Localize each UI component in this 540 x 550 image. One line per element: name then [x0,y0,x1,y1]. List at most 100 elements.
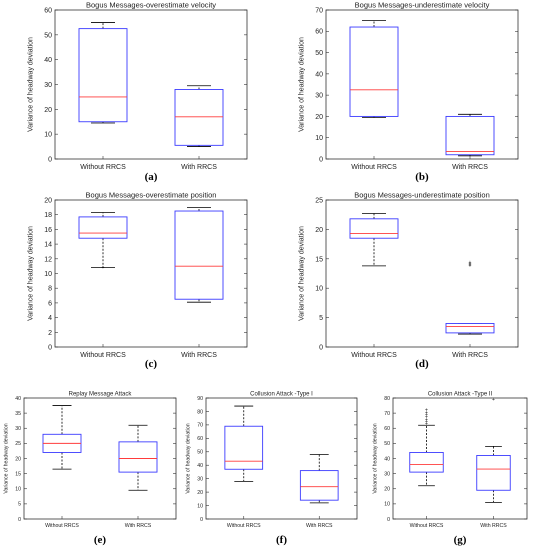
x-tick-label: With RRCS [125,523,152,529]
plot-frame [325,199,519,348]
y-tick-label: 25 [15,441,21,447]
outlier-marker: + [425,415,428,421]
x-tick-label: With RRCS [480,523,507,529]
y-tick-label: 35 [15,411,21,417]
y-tick-label: 4 [48,315,52,322]
y-tick-label: 70 [315,7,323,14]
x-tick-label: With RRCS [306,523,333,529]
y-tick-label: 60 [197,436,203,442]
y-tick-label: 40 [44,57,52,64]
y-tick-label: 15 [15,471,21,477]
chart-panel-7: Collusion Attack -Type II 0 10 20 30 40 50 60 70… [372,392,528,546]
x-tick-label: Without RRCS [351,352,397,359]
chart-panel-6: Collusion Attack -Type I 0 10 20 30 40 50 60 70 8… [185,392,358,546]
box-1 [224,405,264,482]
y-tick-label: 15 [315,256,323,263]
outlier-marker: + [425,408,428,414]
outlier-marker: + [469,261,472,267]
y-tick-label: 0 [200,517,203,523]
y-tick-label: 20 [384,487,390,493]
y-tick-label: 25 [315,197,323,204]
box-2 [174,206,224,303]
y-tick-label: 0 [48,344,52,351]
y-tick-label: 20 [315,227,323,234]
y-tick-label: 90 [197,396,203,402]
y-tick-label: 20 [44,107,52,114]
chart-title: Collusion Attack -Type II [428,392,493,398]
box-2: ++++ [445,260,495,335]
iqr-box [78,28,128,123]
box-2 [299,454,339,504]
y-tick-label: 5 [319,315,323,322]
y-tick-label: 30 [197,476,203,482]
x-tick-label: With RRCS [181,164,217,171]
outlier-marker: + [425,417,428,423]
y-axis-label: Variance of headway deviation [372,423,378,493]
y-tick-label: 14 [44,242,52,249]
x-tick-label: Without RRCS [80,164,126,171]
x-tick-label: With RRCS [452,164,488,171]
y-tick-label: 70 [384,411,390,417]
box-1 [349,20,399,118]
chart-panel-2: Bogus Messages-underestimate velocity 0 10… [299,1,519,183]
y-tick-label: 40 [384,456,390,462]
y-tick-label: 12 [44,256,52,263]
y-tick-label: 50 [197,450,203,456]
outlier-marker: + [425,419,428,425]
y-tick-label: 20 [197,490,203,496]
panel-caption: (g) [454,534,467,546]
y-axis-label: Variance of headway deviation [185,423,191,493]
y-tick-label: 10 [384,502,390,508]
iqr-box [78,216,128,239]
panel-caption: (b) [415,171,429,183]
chart-panel-4: Bogus Messages-underestimate position 0 5 1… [299,191,519,370]
y-tick-label: 8 [48,286,52,293]
y-tick-label: 10 [197,503,203,509]
y-tick-label: 40 [15,396,21,402]
y-tick-label: 60 [44,7,52,14]
y-tick-label: 30 [384,471,390,477]
y-tick-label: 20 [315,114,323,121]
outlier-marker: + [492,397,495,403]
y-tick-label: 6 [48,300,52,307]
chart-panel-1: Bogus Messages-overestimate velocity 0 10 2… [28,1,248,183]
y-tick-label: 30 [44,82,52,89]
iqr-box [299,470,339,501]
box-1 [42,405,82,470]
x-tick-label: With RRCS [452,352,488,359]
y-tick-label: 0 [387,517,390,523]
y-axis-label: Variance of headway deviation [28,226,35,321]
box-2 [174,85,224,147]
x-tick-label: Without RRCS [351,164,397,171]
box-1 [78,22,128,124]
iqr-box [476,455,511,491]
y-tick-label: 50 [44,32,52,39]
chart-panel-3: Bogus Messages-overestimate position 0 2 4 6… [28,191,248,370]
panel-caption: (c) [145,358,158,370]
iqr-box [118,441,158,473]
box-2 [118,424,158,491]
y-axis-label: Variance of headway deviation [28,37,35,132]
chart-title: Bogus Messages-overestimate position [86,191,217,200]
chart-title: Bogus Messages-overestimate velocity [86,1,216,10]
y-tick-label: 70 [197,423,203,429]
iqr-box [445,323,495,334]
panel-caption: (a) [145,171,158,183]
iqr-box [174,210,224,300]
panel-caption: (e) [94,534,107,546]
y-tick-label: 0 [18,517,21,523]
outlier-marker: + [425,421,428,427]
iqr-box [445,115,495,156]
panel-caption: (f) [276,534,287,546]
y-tick-label: 2 [48,330,52,337]
iqr-box [349,218,399,239]
box-1 [349,213,399,267]
y-tick-label: 80 [197,409,203,415]
y-tick-label: 60 [315,29,323,36]
plot-frame [205,397,358,520]
outlier-marker: + [425,410,428,416]
y-tick-label: 30 [15,426,21,432]
y-tick-label: 0 [48,156,52,163]
y-tick-label: 10 [315,286,323,293]
